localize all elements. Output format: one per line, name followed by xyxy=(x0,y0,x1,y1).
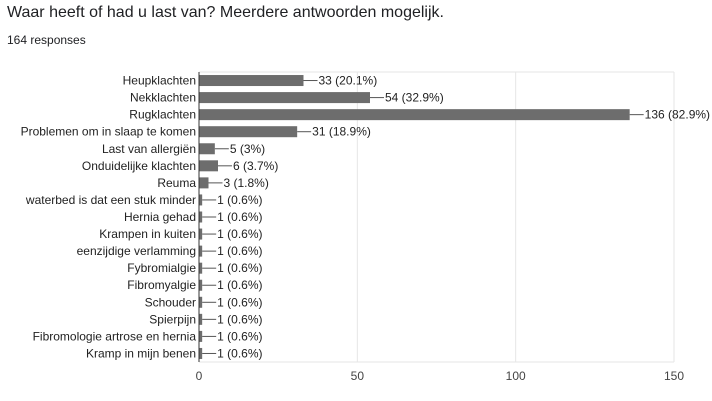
data-label: 1 (0.6%) xyxy=(217,329,262,343)
bar xyxy=(199,92,370,104)
category-label: waterbed is dat een stuk minder xyxy=(25,193,196,207)
bar xyxy=(199,313,203,325)
bar xyxy=(199,160,218,172)
bar xyxy=(199,126,298,138)
x-tick-label: 50 xyxy=(351,369,365,383)
category-label: Spierpijn xyxy=(149,312,196,326)
bar xyxy=(199,347,203,359)
bar xyxy=(199,75,304,87)
category-label: Fybromialgie xyxy=(127,261,196,275)
category-label: Heupklachten xyxy=(123,74,196,88)
category-label: Fibromyalgie xyxy=(127,278,196,292)
data-label: 1 (0.6%) xyxy=(217,244,262,258)
category-label: Hernia gehad xyxy=(124,210,196,224)
bar xyxy=(199,279,203,291)
category-label: Schouder xyxy=(145,295,196,309)
category-label: Problemen om in slaap te komen xyxy=(21,125,196,139)
category-label: Krampen in kuiten xyxy=(99,227,196,241)
data-label: 136 (82.9%) xyxy=(645,108,710,122)
category-label: Fibromologie artrose en hernia xyxy=(33,329,197,343)
category-label: Last van allergiën xyxy=(102,142,196,156)
bar xyxy=(199,143,215,155)
x-tick-label: 150 xyxy=(664,369,684,383)
category-label: Kramp in mijn benen xyxy=(86,346,196,360)
bar xyxy=(199,296,203,308)
data-label: 6 (3.7%) xyxy=(233,159,278,173)
category-label: eenzijdige verlamming xyxy=(77,244,196,258)
bar xyxy=(199,211,203,223)
data-label: 1 (0.6%) xyxy=(217,346,262,360)
bar xyxy=(199,194,203,206)
bar xyxy=(199,245,203,257)
data-label: 1 (0.6%) xyxy=(217,312,262,326)
data-label: 1 (0.6%) xyxy=(217,227,262,241)
data-label: 1 (0.6%) xyxy=(217,295,262,309)
category-label: Rugklachten xyxy=(129,108,196,122)
x-tick-label: 100 xyxy=(506,369,526,383)
data-label: 1 (0.6%) xyxy=(217,210,262,224)
bar xyxy=(199,177,209,189)
question-title: Waar heeft of had u last van? Meerdere a… xyxy=(7,4,444,21)
data-label: 1 (0.6%) xyxy=(217,193,262,207)
data-label: 1 (0.6%) xyxy=(217,278,262,292)
data-label: 3 (1.8%) xyxy=(224,176,269,190)
category-label: Onduidelijke klachten xyxy=(82,159,196,173)
data-label: 5 (3%) xyxy=(230,142,265,156)
category-label: Reuma xyxy=(157,176,196,190)
data-label: 33 (20.1%) xyxy=(319,74,378,88)
x-tick-label: 0 xyxy=(196,369,203,383)
bar xyxy=(199,262,203,274)
response-count: 164 responses xyxy=(7,33,86,47)
bar xyxy=(199,109,630,121)
data-label: 31 (18.9%) xyxy=(312,125,371,139)
bar xyxy=(199,330,203,342)
category-label: Nekklachten xyxy=(130,91,196,105)
data-label: 1 (0.6%) xyxy=(217,261,262,275)
bar xyxy=(199,228,203,240)
data-label: 54 (32.9%) xyxy=(385,91,444,105)
